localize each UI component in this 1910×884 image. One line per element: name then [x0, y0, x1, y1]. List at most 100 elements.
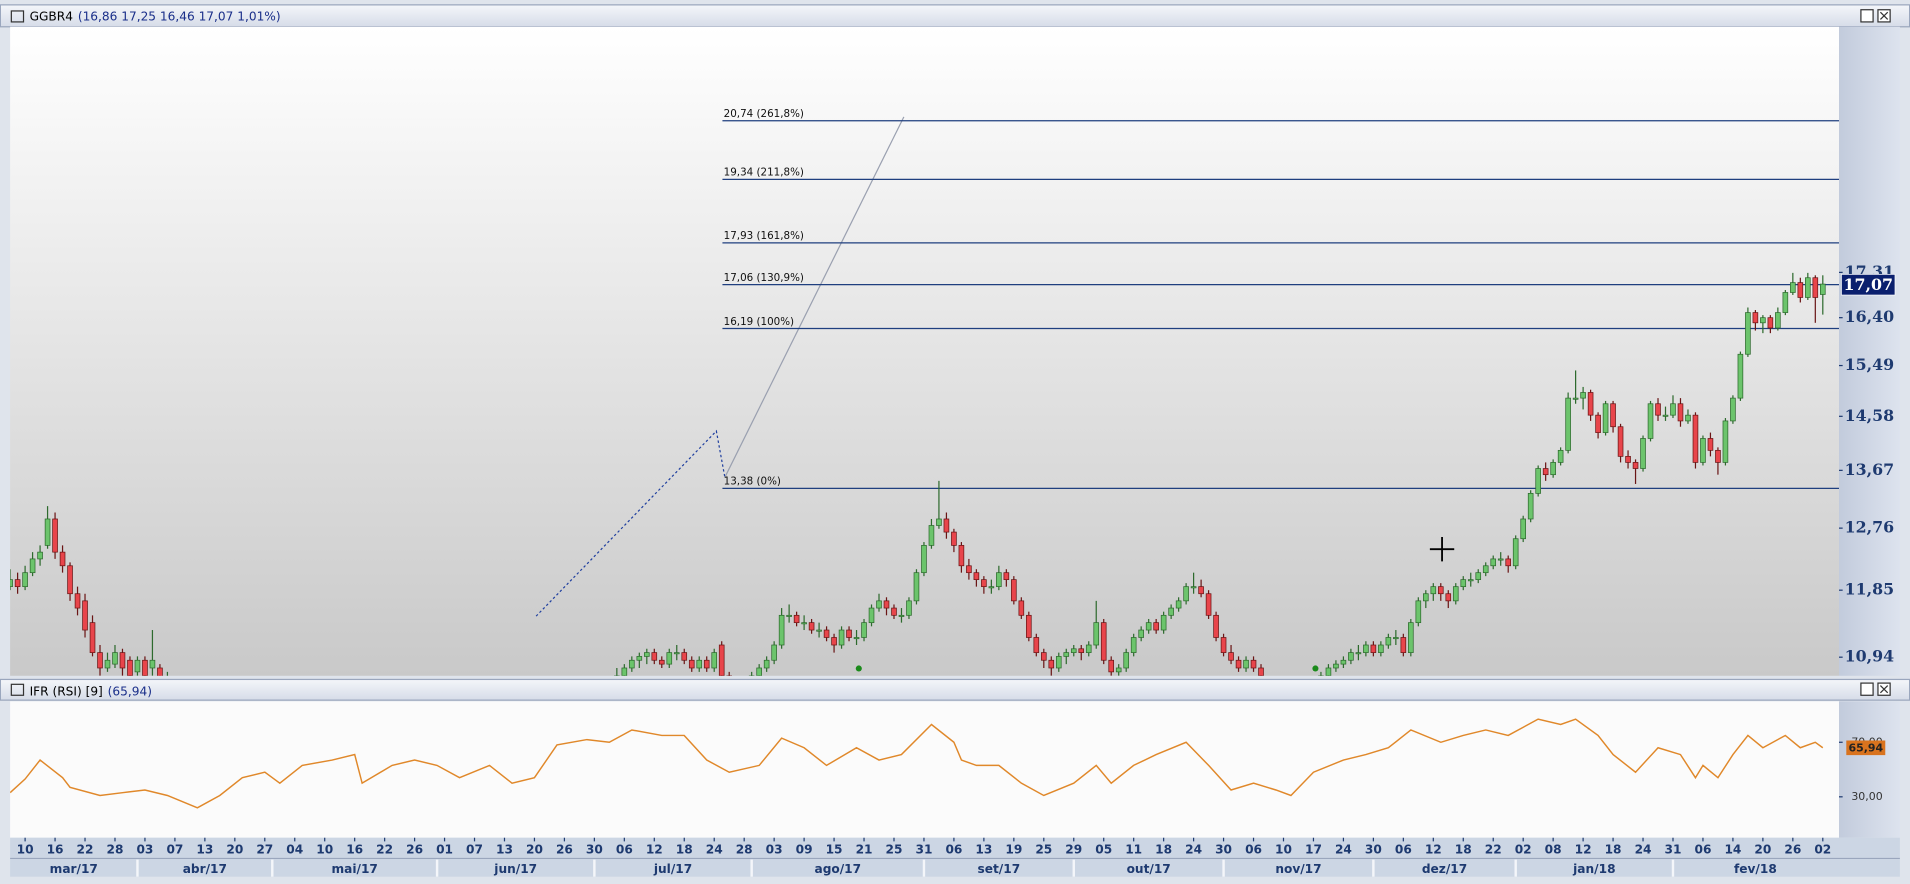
month-label: mar/17 — [50, 862, 98, 876]
x-tick-label: 06 — [1395, 843, 1412, 857]
candle-body — [29, 558, 36, 574]
candle-body — [981, 579, 987, 588]
candle-body — [861, 622, 867, 638]
x-tick-label: 02 — [1515, 843, 1532, 857]
x-tick-label: 10 — [316, 843, 333, 857]
candle-body — [1040, 652, 1047, 661]
x-tick-label: 28 — [736, 843, 753, 857]
candle-body — [1048, 659, 1055, 669]
candle-body — [666, 652, 673, 665]
candle-body — [1497, 558, 1504, 561]
candle-body — [1685, 414, 1691, 422]
candle-body — [906, 600, 912, 616]
candle-body — [1475, 572, 1482, 580]
candle-body — [1415, 600, 1422, 624]
fib-level-label: 17,93 (161,8%) — [724, 230, 804, 242]
last-price-badge — [1841, 273, 1896, 296]
candle-body — [1213, 614, 1219, 638]
candle-body — [868, 607, 875, 624]
candle-body — [808, 622, 815, 631]
x-tick-label: 13 — [496, 843, 513, 857]
x-tick-label: 24 — [706, 843, 723, 857]
candle-body — [1378, 644, 1384, 653]
x-tick-label: 12 — [1575, 843, 1592, 857]
candle-body — [1033, 637, 1040, 653]
candle-body — [1258, 667, 1264, 676]
x-tick-label: 30 — [1215, 843, 1232, 857]
candle-body — [1055, 656, 1062, 669]
candle-body — [1760, 317, 1766, 324]
candle-body — [1722, 420, 1729, 463]
window-icon — [10, 683, 25, 696]
candle-body — [936, 518, 942, 526]
x-tick-label: 31 — [915, 843, 932, 857]
candle-body — [1437, 586, 1444, 595]
x-tick-label: 20 — [526, 843, 543, 857]
candle-body — [621, 667, 628, 676]
candle-body — [1700, 438, 1706, 463]
candle-body — [1026, 614, 1032, 638]
candle-body — [913, 572, 920, 602]
x-tick-label: 09 — [796, 843, 813, 857]
x-tick-label: 24 — [1185, 843, 1202, 857]
candle-body — [831, 637, 837, 646]
candle-body — [1655, 403, 1661, 416]
candle-body — [82, 600, 88, 631]
candle-body — [1632, 462, 1639, 469]
candle-body — [1228, 652, 1234, 661]
close-icon — [1879, 685, 1889, 694]
candle-body — [1797, 282, 1804, 298]
maximize-button[interactable] — [1860, 682, 1874, 696]
x-tick-label: 20 — [1754, 843, 1771, 857]
candle-body — [59, 551, 66, 567]
candle-body — [1243, 659, 1249, 669]
candle-body — [119, 652, 126, 669]
candle-body — [996, 572, 1002, 588]
x-tick-label: 06 — [1245, 843, 1262, 857]
window-icon — [10, 10, 25, 23]
x-tick-label: 17 — [1305, 843, 1322, 857]
candle-body — [37, 551, 43, 560]
candle-body — [14, 579, 21, 588]
candle-body — [1782, 292, 1789, 313]
axes: GGBR4 (16,86 17,25 16,46 17,07 1,01%) 10,9… — [17, 10, 1896, 877]
x-tick-label: 12 — [1425, 843, 1442, 857]
candle-body — [1325, 667, 1332, 676]
candle-body — [1400, 637, 1407, 653]
y-tick-label: 10,94 — [1845, 647, 1895, 666]
x-tick-label: 04 — [286, 843, 303, 857]
candle-body — [651, 652, 658, 661]
month-label: abr/17 — [183, 862, 227, 876]
candle-body — [801, 622, 807, 625]
candle-body — [1145, 622, 1152, 631]
candle-body — [74, 593, 81, 609]
x-tick-label: 12 — [646, 843, 663, 857]
x-tick-label: 18 — [676, 843, 693, 857]
candle-body — [1572, 397, 1579, 400]
candle-body — [1482, 565, 1489, 574]
maximize-button[interactable] — [1860, 9, 1874, 23]
candle-body — [1820, 283, 1826, 295]
candle-body — [778, 614, 785, 646]
candle-body — [988, 586, 995, 589]
close-icon — [1879, 11, 1889, 20]
candle-body — [10, 579, 13, 588]
candle-body — [958, 545, 965, 567]
candle-body — [1812, 277, 1819, 298]
rsi-panel — [10, 701, 1840, 838]
fib-level-label: 19,34 (211,8%) — [724, 167, 804, 179]
x-tick-label: 22 — [376, 843, 393, 857]
x-tick-label: 26 — [406, 843, 423, 857]
candle-body — [1752, 312, 1759, 324]
candle-body — [1617, 426, 1624, 457]
candle-body — [89, 622, 96, 653]
candle-body — [1100, 622, 1107, 661]
candle-body — [1408, 622, 1414, 653]
candle-body — [973, 572, 980, 580]
candle-body — [898, 614, 905, 617]
y-tick-label: 12,76 — [1845, 518, 1895, 537]
x-tick-label: 30 — [1365, 843, 1382, 857]
x-tick-label: 02 — [1814, 843, 1831, 857]
candle-body — [673, 652, 680, 655]
x-tick-label: 16 — [47, 843, 64, 857]
